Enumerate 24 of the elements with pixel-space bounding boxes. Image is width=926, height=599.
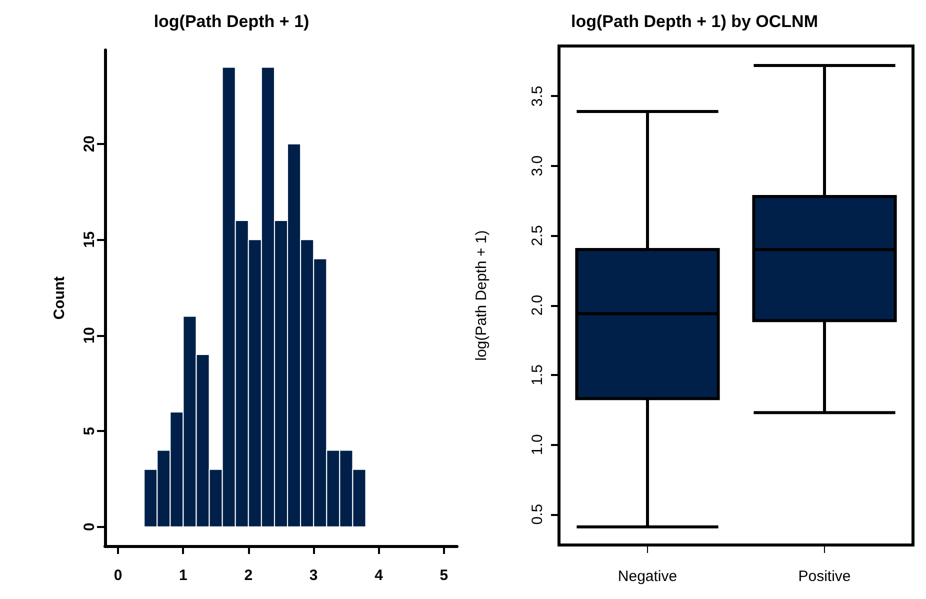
y-tick-label: 3.5: [529, 86, 546, 107]
y-axis-title: log(Path Depth + 1): [473, 230, 490, 361]
y-tick-label: 1.0: [529, 434, 546, 456]
x-tick-label: 5: [440, 567, 448, 584]
x-tick-label: 1: [179, 567, 188, 584]
y-tick-label: 3.0: [529, 155, 546, 176]
y-tick-label: 0: [81, 522, 98, 532]
y-tick-label: 5: [81, 426, 98, 436]
x-tick-label: 2: [244, 567, 253, 584]
x-tick-label: 3: [309, 567, 318, 584]
y-tick-label: 15: [81, 231, 98, 248]
y-tick-label: 20: [81, 135, 98, 152]
y-tick-label: 0.5: [529, 504, 546, 525]
y-axis-title: Count: [51, 276, 68, 320]
y-tick-label: 10: [81, 327, 98, 344]
y-tick-label: 2.5: [529, 225, 546, 246]
x-tick-label: 0: [114, 567, 122, 584]
x-tick-label: Negative: [618, 568, 678, 585]
y-tick-label: 2.0: [529, 294, 546, 316]
chart-title: log(Path Depth + 1): [154, 12, 310, 31]
x-tick-label: Positive: [798, 568, 851, 585]
chart-title: log(Path Depth + 1) by OCLNM: [571, 12, 818, 31]
y-tick-label: 1.5: [529, 364, 546, 386]
x-tick-label: 4: [374, 567, 384, 584]
